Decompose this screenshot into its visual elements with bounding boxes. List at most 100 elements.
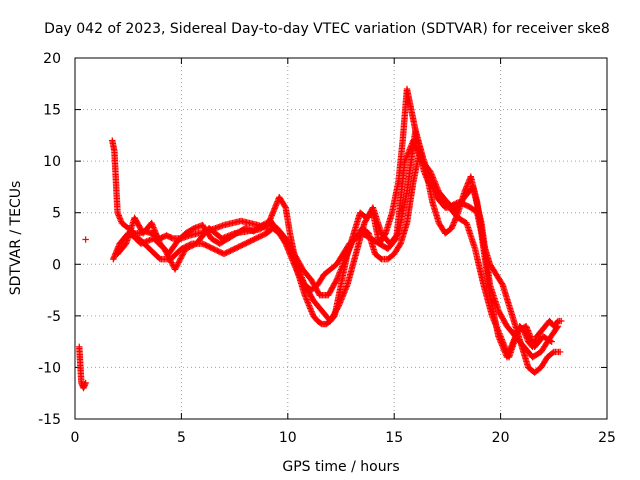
data-point <box>494 327 502 334</box>
data-point <box>333 276 340 283</box>
data-point <box>174 260 182 268</box>
data-point <box>522 331 529 338</box>
data-point <box>488 312 496 320</box>
data-point <box>554 324 561 331</box>
data-point <box>489 314 496 321</box>
data-point <box>349 238 356 245</box>
data-point <box>416 153 424 160</box>
data-point <box>529 337 536 345</box>
data-point <box>82 236 89 243</box>
data-point <box>151 227 158 234</box>
data-point <box>499 339 507 346</box>
data-point <box>404 150 412 157</box>
data-point <box>529 339 537 346</box>
data-marks <box>76 85 565 392</box>
data-point <box>180 249 187 257</box>
data-point <box>304 297 311 305</box>
data-point <box>407 144 414 152</box>
y-tick-label: -5 <box>47 309 61 325</box>
data-point <box>336 300 343 308</box>
data-point <box>332 277 340 285</box>
data-point <box>496 330 503 337</box>
data-point <box>116 213 123 221</box>
data-point <box>161 246 169 254</box>
data-point <box>431 178 438 185</box>
data-point <box>173 262 181 269</box>
data-point <box>165 253 172 261</box>
data-point <box>524 327 532 334</box>
data-point <box>521 329 528 337</box>
data-point <box>307 306 315 314</box>
data-point <box>305 302 313 309</box>
data-point <box>558 317 565 325</box>
data-point <box>164 251 171 258</box>
data-point <box>334 303 342 311</box>
data-point <box>413 146 421 153</box>
data-point <box>493 324 501 331</box>
data-point <box>299 277 307 284</box>
data-point <box>405 149 412 156</box>
data-point <box>342 286 349 293</box>
data-point <box>402 154 410 162</box>
series-group <box>76 343 89 392</box>
data-point <box>179 251 187 258</box>
data-point <box>301 292 309 299</box>
data-point <box>337 267 344 275</box>
data-point <box>336 269 343 276</box>
data-point <box>412 143 419 150</box>
data-point <box>499 337 506 345</box>
data-point <box>527 333 534 340</box>
data-point <box>297 271 304 278</box>
data-point <box>300 278 307 286</box>
data-point <box>166 255 173 262</box>
data-point <box>172 264 179 272</box>
data-point <box>415 149 422 156</box>
data-point <box>432 180 439 187</box>
data-point <box>343 252 350 260</box>
data-point <box>502 345 509 352</box>
data-point <box>522 322 530 330</box>
data-point <box>341 289 348 296</box>
data-point <box>337 266 345 273</box>
data-point <box>524 325 531 333</box>
data-point <box>117 216 124 224</box>
data-point <box>82 379 89 387</box>
data-point <box>402 156 409 163</box>
data-point <box>339 292 347 299</box>
data-point <box>178 253 185 261</box>
y-axis-label: SDTVAR / TECUs <box>8 181 24 296</box>
data-point <box>298 274 305 281</box>
data-point <box>342 254 350 261</box>
data-point <box>301 280 308 287</box>
x-tick-label: 20 <box>492 430 510 446</box>
data-point <box>150 224 157 231</box>
data-point <box>171 266 179 273</box>
data-point <box>308 309 316 317</box>
y-tick-label: 15 <box>43 103 61 119</box>
data-point <box>525 328 532 336</box>
x-tick-label: 5 <box>177 430 186 446</box>
data-point <box>433 182 440 190</box>
data-point <box>297 272 305 280</box>
tick-labels: 0 5 10 15 20 25 -15 -10 -5 0 5 10 15 20 <box>38 51 616 446</box>
data-point <box>152 230 160 237</box>
data-point <box>523 324 530 331</box>
data-point <box>181 248 188 255</box>
data-point <box>152 228 159 236</box>
data-point <box>410 137 417 144</box>
data-point <box>410 138 418 146</box>
data-point <box>149 222 157 230</box>
data-point <box>340 258 348 266</box>
data-point <box>162 248 169 255</box>
data-point <box>338 296 345 303</box>
data-point <box>299 275 306 283</box>
data-point <box>150 225 158 233</box>
series-group <box>127 137 562 361</box>
data-point <box>498 336 506 343</box>
data-point <box>502 346 510 353</box>
x-tick-label: 10 <box>279 430 297 446</box>
data-point <box>498 280 506 287</box>
data-point <box>346 244 354 251</box>
